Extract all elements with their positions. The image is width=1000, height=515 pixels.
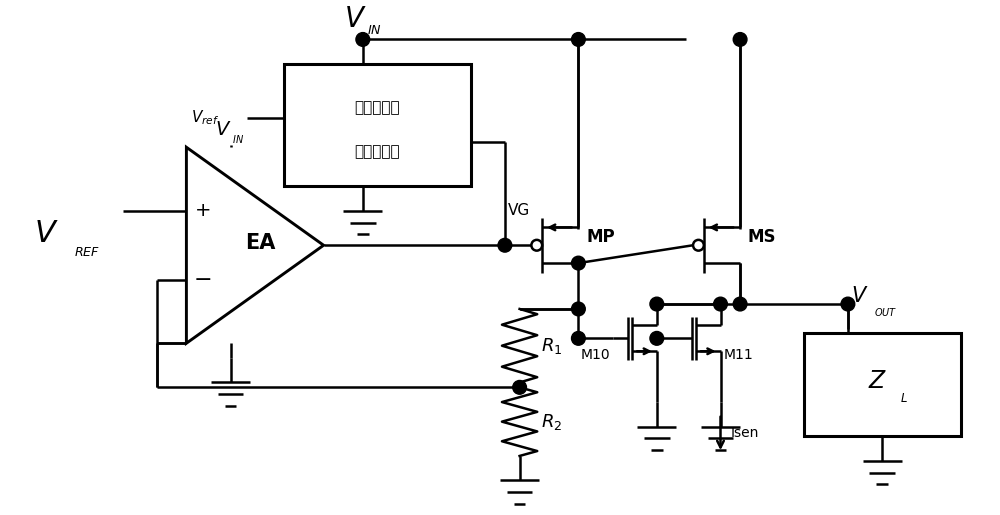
- Circle shape: [356, 32, 370, 46]
- Text: $_{OUT}$: $_{OUT}$: [874, 305, 898, 319]
- Bar: [804, 333, 961, 436]
- Circle shape: [572, 32, 585, 46]
- Text: $_{IN}$: $_{IN}$: [367, 19, 382, 37]
- Circle shape: [733, 32, 747, 46]
- Text: $_{REF}$: $_{REF}$: [74, 241, 100, 259]
- Circle shape: [733, 297, 747, 311]
- Text: $V_{ref}$: $V_{ref}$: [191, 109, 220, 127]
- Text: $V$: $V$: [34, 218, 59, 249]
- Text: 负载瞬态响: 负载瞬态响: [355, 100, 400, 115]
- Circle shape: [572, 256, 585, 270]
- Text: M10: M10: [580, 348, 610, 362]
- Text: 应增强电路: 应增强电路: [355, 145, 400, 160]
- Text: Isen: Isen: [730, 426, 759, 440]
- Circle shape: [650, 297, 664, 311]
- Text: EA: EA: [245, 233, 275, 253]
- Circle shape: [650, 332, 664, 345]
- Text: $V$: $V$: [344, 6, 366, 33]
- Text: $Z$: $Z$: [868, 369, 887, 393]
- Text: M11: M11: [723, 348, 753, 362]
- Circle shape: [714, 297, 727, 311]
- Text: $_L$: $_L$: [900, 388, 908, 405]
- Text: −: −: [194, 269, 212, 289]
- Text: MP: MP: [586, 229, 615, 246]
- Circle shape: [841, 297, 855, 311]
- Text: $V$: $V$: [851, 286, 868, 306]
- Circle shape: [513, 381, 526, 394]
- Text: MS: MS: [748, 229, 776, 246]
- Text: $_{IN}$: $_{IN}$: [232, 132, 244, 146]
- Text: $R_1$: $R_1$: [541, 336, 563, 356]
- Circle shape: [572, 332, 585, 345]
- Text: +: +: [195, 201, 211, 220]
- Text: VG: VG: [508, 203, 530, 218]
- Circle shape: [572, 302, 585, 316]
- Text: $V$: $V$: [215, 121, 232, 139]
- Bar: [284, 64, 471, 186]
- Text: $R_2$: $R_2$: [541, 411, 562, 432]
- Circle shape: [498, 238, 512, 252]
